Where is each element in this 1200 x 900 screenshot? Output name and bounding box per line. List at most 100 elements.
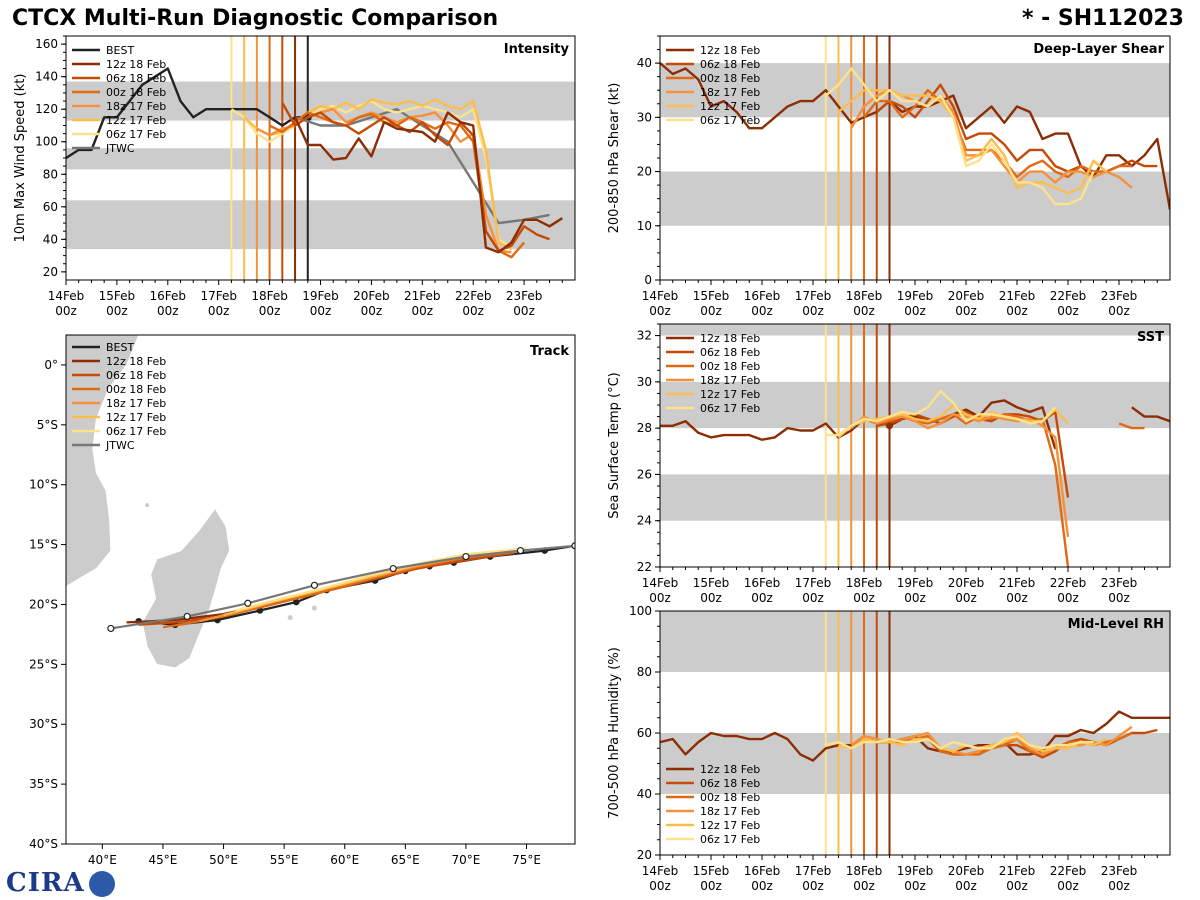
legend-label: 06z 17 Feb: [700, 833, 760, 846]
y-tick-label: 24: [637, 514, 652, 528]
island-comoros: [145, 503, 150, 508]
y-tick-label: 10°S: [29, 478, 58, 492]
x-tick-label: 18Feb: [846, 864, 883, 878]
x-tick-label: 21Feb: [999, 576, 1036, 590]
x-tick-label: 22Feb: [1050, 576, 1087, 590]
shaded-band: [66, 148, 575, 170]
x-tick-label: 00z: [1006, 591, 1028, 605]
series-line: [837, 89, 1108, 195]
series-line: [825, 734, 1094, 750]
y-tick-label: 20°S: [29, 597, 58, 611]
x-tick-label: 00z: [751, 591, 773, 605]
y-tick-label: 22: [637, 560, 652, 574]
chart-title: Deep-Layer Shear: [1033, 42, 1164, 57]
y-tick-label: 20: [637, 165, 652, 179]
x-tick-label: 00z: [649, 879, 671, 893]
legend-label: 00z 18 Feb: [106, 86, 166, 99]
x-tick-label: 23Feb: [1101, 289, 1138, 303]
y-tick-label: 40: [637, 56, 652, 70]
x-tick-label: 00z: [106, 304, 128, 318]
y-tick-label: 160: [35, 37, 58, 51]
legend-label: 06z 17 Feb: [700, 402, 760, 415]
x-tick-label: 00z: [802, 879, 824, 893]
x-tick-label: 14Feb: [48, 289, 85, 303]
legend-label: 00z 18 Feb: [700, 72, 760, 85]
track-point: [292, 598, 300, 606]
legend-label: 06z 18 Feb: [106, 369, 166, 382]
legend-label: 00z 18 Feb: [106, 383, 166, 396]
legend-label: BEST: [106, 341, 134, 354]
x-tick-label: 19Feb: [897, 289, 934, 303]
island-reunion: [287, 615, 293, 621]
legend-label: 18z 17 Feb: [700, 805, 760, 818]
x-tick-label: 20Feb: [948, 289, 985, 303]
x-tick-label: 14Feb: [642, 289, 679, 303]
x-tick-label: 60°E: [330, 853, 359, 867]
track-point: [310, 581, 319, 589]
y-tick-label: 60: [637, 726, 652, 740]
x-tick-label: 22Feb: [1050, 289, 1087, 303]
shaded-band: [660, 611, 1170, 672]
x-tick-label: 20Feb: [353, 289, 390, 303]
legend-label: BEST: [106, 44, 134, 57]
legend-label: 06z 17 Feb: [106, 128, 166, 141]
y-tick-label: 5°S: [37, 418, 58, 432]
y-tick-label: 30: [637, 110, 652, 124]
x-tick-label: 15Feb: [693, 289, 730, 303]
x-tick-label: 22Feb: [455, 289, 492, 303]
x-tick-label: 00z: [802, 591, 824, 605]
track-line: [110, 544, 575, 630]
x-tick-label: 00z: [853, 304, 875, 318]
chart-sst: 22242628303214Feb00z15Feb00z16Feb00z17Fe…: [607, 323, 1171, 605]
x-tick-label: 17Feb: [795, 864, 832, 878]
track-point: [244, 599, 252, 607]
series-line: [825, 67, 1095, 206]
x-tick-label: 75°E: [512, 853, 541, 867]
x-tick-label: 00z: [1006, 879, 1028, 893]
x-tick-label: 00z: [853, 879, 875, 893]
chart-rh: 2040608010014Feb00z15Feb00z16Feb00z17Feb…: [607, 604, 1171, 893]
legend-label: 06z 18 Feb: [700, 58, 760, 71]
y-tick-label: 20: [637, 848, 652, 862]
x-tick-label: 15Feb: [99, 289, 136, 303]
legend-label: 12z 17 Feb: [106, 114, 166, 127]
y-tick-label: 20: [43, 265, 58, 279]
y-tick-label: 100: [35, 135, 58, 149]
x-tick-label: 00z: [904, 879, 926, 893]
x-tick-label: 21Feb: [999, 864, 1036, 878]
shaded-band: [660, 171, 1170, 226]
storm-id: * - SH112023: [1021, 6, 1184, 31]
y-axis-label: Sea Surface Temp (°C): [607, 372, 622, 519]
legend-label: 12z 18 Feb: [700, 44, 760, 57]
y-tick-label: 10: [637, 219, 652, 233]
x-tick-label: 00z: [904, 591, 926, 605]
current-position-marker: [886, 422, 893, 430]
landmass-madagascar: [141, 507, 231, 669]
x-tick-label: 15Feb: [693, 576, 730, 590]
y-tick-label: 0°: [44, 358, 58, 372]
x-tick-label: 40°E: [88, 853, 117, 867]
series-line: [230, 99, 513, 249]
x-tick-label: 22Feb: [1050, 864, 1087, 878]
x-tick-label: 00z: [751, 879, 773, 893]
chart-shear: 01020304014Feb00z15Feb00z16Feb00z17Feb00…: [607, 35, 1171, 318]
x-tick-label: 00z: [1057, 879, 1079, 893]
x-tick-label: 00z: [1057, 304, 1079, 318]
x-tick-label: 45°E: [149, 853, 178, 867]
x-tick-label: 17Feb: [200, 289, 237, 303]
x-tick-label: 65°E: [391, 853, 420, 867]
y-tick-label: 30: [637, 375, 652, 389]
shaded-band: [660, 324, 1170, 336]
page-title: CTCX Multi-Run Diagnostic Comparison: [12, 6, 499, 31]
series-line: [294, 111, 563, 254]
x-tick-label: 00z: [700, 304, 722, 318]
x-tick-label: 19Feb: [897, 864, 934, 878]
globe-icon: [88, 871, 115, 897]
x-tick-label: 19Feb: [897, 576, 934, 590]
x-tick-label: 20Feb: [948, 576, 985, 590]
x-tick-label: 00z: [955, 304, 977, 318]
x-tick-label: 00z: [700, 591, 722, 605]
chart-intensity: 2040608010012014016014Feb00z15Feb00z16Fe…: [13, 35, 576, 318]
legend-label: 06z 17 Feb: [700, 114, 760, 127]
series-line: [825, 389, 1057, 437]
